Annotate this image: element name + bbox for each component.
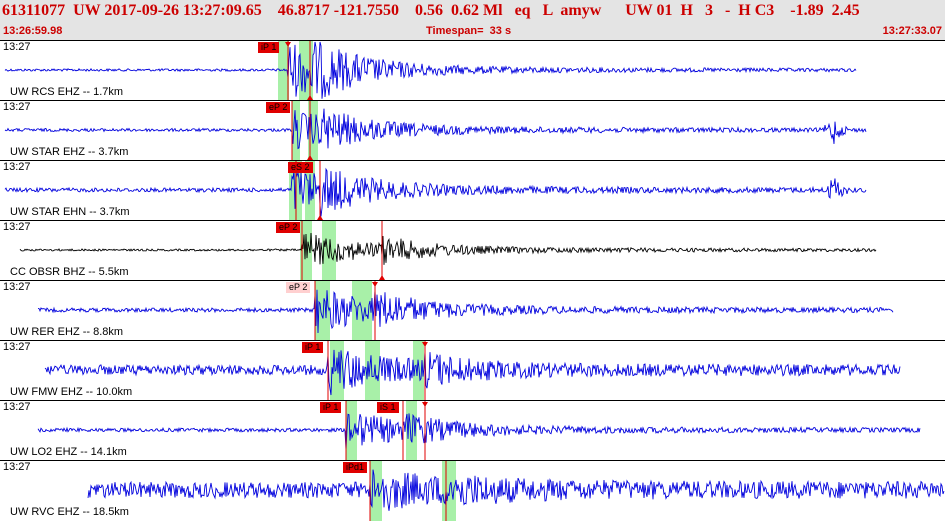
pick-marker-triangle	[285, 42, 291, 47]
waveform-trace	[37, 413, 921, 451]
station-channel-label: UW RER EHZ -- 8.8km	[10, 326, 124, 338]
phase-pick-label-s[interactable]: iS 1	[377, 402, 399, 413]
station-channel-label: UW FMW EHZ -- 10.0km	[10, 386, 133, 398]
timespan-label: Timespan= 33 s	[426, 25, 512, 37]
station-channel-label: CC OBSR BHZ -- 5.5km	[10, 266, 129, 278]
pick-marker-triangle	[372, 282, 378, 287]
seismogram-panel[interactable]: 13:27 UW RCS EHZ -- 1.7km iP 1	[0, 40, 945, 101]
pick-marker-triangle	[422, 402, 428, 407]
phase-pick-label[interactable]: eP 2	[266, 102, 291, 113]
seismogram-trace-area	[19, 221, 877, 281]
panel-time-label: 13:27	[3, 401, 31, 413]
time-window-highlight	[315, 281, 330, 341]
start-time-label: 13:26:59.98	[3, 25, 63, 37]
station-channel-label: UW STAR EHN -- 3.7km	[10, 206, 130, 218]
seismogram-panel[interactable]: 13:27 UW STAR EHN -- 3.7km eS 2	[0, 160, 945, 221]
seismogram-trace-area	[37, 281, 894, 341]
time-window-highlight	[305, 161, 315, 221]
waveform-trace	[19, 232, 877, 265]
time-window-highlight	[406, 401, 417, 461]
seismogram-panel[interactable]: 13:27 UW LO2 EHZ -- 14.1km iP 1 iS 1	[0, 400, 945, 461]
time-window-highlight	[278, 41, 289, 101]
phase-pick-label[interactable]: eS 2	[288, 162, 313, 173]
seismogram-trace-area	[87, 461, 945, 521]
time-window-highlight	[413, 341, 424, 401]
seismogram-panel[interactable]: 13:27 UW FMW EHZ -- 10.0km iP 1	[0, 340, 945, 401]
panel-time-label: 13:27	[3, 101, 31, 113]
waveform-trace	[87, 469, 945, 511]
seismogram-trace-area	[4, 101, 867, 161]
pick-marker-triangle	[307, 155, 313, 160]
seismogram-panel[interactable]: 13:27 UW STAR EHZ -- 3.7km eP 2	[0, 100, 945, 161]
waveform-trace	[4, 41, 857, 99]
waveform-trace	[4, 108, 867, 150]
phase-pick-label[interactable]: iP 1	[302, 342, 324, 353]
seismogram-panel[interactable]: 13:27 UW RVC EHZ -- 18.5km iPd1	[0, 460, 945, 521]
seismogram-panel[interactable]: 13:27 CC OBSR BHZ -- 5.5km eP 2	[0, 220, 945, 281]
seismogram-trace-area	[4, 41, 857, 101]
seismogram-trace-area	[37, 401, 921, 461]
panel-time-label: 13:27	[3, 161, 31, 173]
event-summary-line: 61311077 UW 2017-09-26 13:27:09.65 46.87…	[2, 2, 860, 19]
header-bar: 61311077 UW 2017-09-26 13:27:09.65 46.87…	[0, 0, 945, 40]
waveform-trace	[37, 289, 894, 334]
waveform-trace	[44, 349, 901, 396]
phase-pick-label[interactable]: iPd1	[343, 462, 368, 473]
pick-marker-triangle	[307, 95, 313, 100]
pick-marker-triangle	[422, 342, 428, 347]
time-window-highlight	[308, 101, 318, 161]
station-channel-label: UW LO2 EHZ -- 14.1km	[10, 446, 127, 458]
phase-pick-label[interactable]: eP 2	[276, 222, 301, 233]
time-window-highlight	[365, 341, 380, 401]
phase-pick-label[interactable]: iP 1	[320, 402, 342, 413]
panel-time-label: 13:27	[3, 221, 31, 233]
end-time-label: 13:27:33.07	[882, 25, 942, 37]
phase-pick-label[interactable]: iP 1	[258, 42, 280, 53]
station-channel-label: UW STAR EHZ -- 3.7km	[10, 146, 129, 158]
panel-time-label: 13:27	[3, 461, 31, 473]
panel-time-label: 13:27	[3, 341, 31, 353]
panel-time-label: 13:27	[3, 41, 31, 53]
panel-time-label: 13:27	[3, 281, 31, 293]
waveform-trace	[4, 167, 867, 217]
station-channel-label: UW RVC EHZ -- 18.5km	[10, 506, 129, 518]
phase-pick-label[interactable]: eP 2	[286, 282, 311, 293]
pick-marker-triangle	[379, 275, 385, 280]
time-window-highlight	[300, 221, 312, 281]
seismogram-trace-area	[44, 341, 901, 401]
seismogram-panel[interactable]: 13:27 UW RER EHZ -- 8.8km eP 2	[0, 280, 945, 341]
pick-marker-triangle	[317, 215, 323, 220]
station-channel-label: UW RCS EHZ -- 1.7km	[10, 86, 124, 98]
seismogram-trace-area	[4, 161, 867, 221]
